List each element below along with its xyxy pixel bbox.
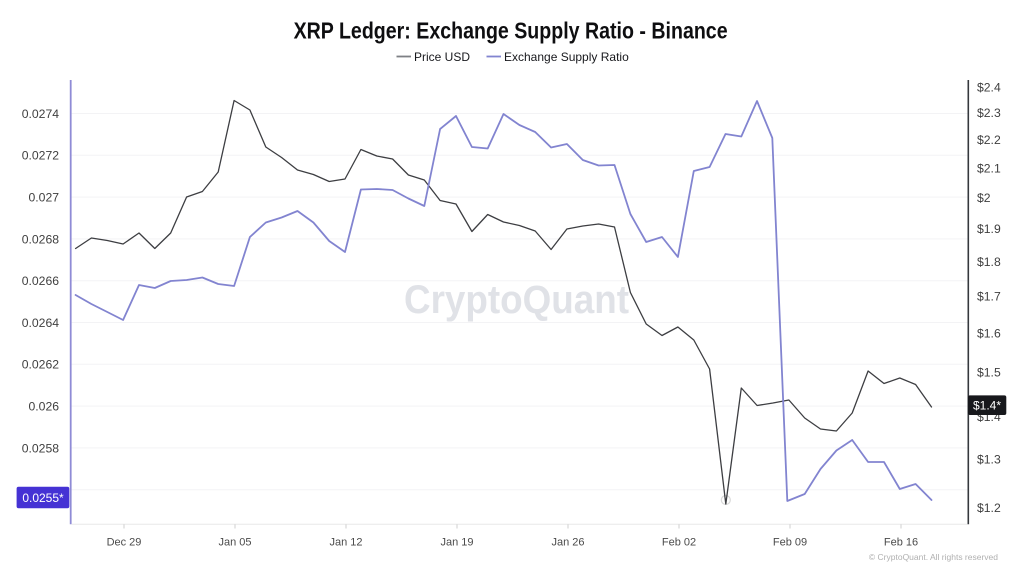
svg-text:0.0264: 0.0264 xyxy=(22,316,59,330)
svg-text:$2.2: $2.2 xyxy=(977,133,1001,147)
svg-text:Jan 26: Jan 26 xyxy=(551,537,584,549)
svg-text:0.0262: 0.0262 xyxy=(22,358,59,372)
svg-text:XRP Ledger: Exchange Supply Ra: XRP Ledger: Exchange Supply Ratio - Bina… xyxy=(294,18,728,44)
svg-text:0.0258: 0.0258 xyxy=(22,441,59,455)
svg-text:Dec 29: Dec 29 xyxy=(107,537,142,549)
svg-text:$2.1: $2.1 xyxy=(977,161,1001,175)
svg-text:Jan 19: Jan 19 xyxy=(440,537,473,549)
svg-text:$1.2: $1.2 xyxy=(977,501,1001,515)
svg-text:$1.9: $1.9 xyxy=(977,222,1001,236)
svg-text:$2.3: $2.3 xyxy=(977,106,1001,120)
svg-text:0.0268: 0.0268 xyxy=(22,232,59,246)
svg-text:$1.3: $1.3 xyxy=(977,452,1001,466)
svg-text:0.0255*: 0.0255* xyxy=(22,491,64,505)
svg-text:Exchange Supply Ratio: Exchange Supply Ratio xyxy=(504,50,629,64)
svg-text:0.027: 0.027 xyxy=(29,191,60,205)
svg-text:Price USD: Price USD xyxy=(414,50,470,64)
svg-text:$2: $2 xyxy=(977,191,991,205)
svg-text:Feb 16: Feb 16 xyxy=(884,537,918,549)
svg-text:Feb 02: Feb 02 xyxy=(662,537,696,549)
svg-text:0.0266: 0.0266 xyxy=(22,274,59,288)
svg-text:0.0272: 0.0272 xyxy=(22,149,59,163)
svg-text:$1.8: $1.8 xyxy=(977,255,1001,269)
svg-text:0.0274: 0.0274 xyxy=(22,107,59,121)
svg-text:$1.4*: $1.4* xyxy=(973,399,1001,413)
svg-text:$1.5: $1.5 xyxy=(977,366,1001,380)
svg-text:© CryptoQuant. All rights rese: © CryptoQuant. All rights reserved xyxy=(869,552,998,562)
svg-text:0.026: 0.026 xyxy=(29,400,60,414)
svg-text:Jan 05: Jan 05 xyxy=(218,537,251,549)
svg-text:Jan 12: Jan 12 xyxy=(329,537,362,549)
svg-text:$1.7: $1.7 xyxy=(977,290,1001,304)
svg-text:$2.4: $2.4 xyxy=(977,80,1001,94)
svg-text:CryptoQuant: CryptoQuant xyxy=(404,278,629,322)
svg-text:Feb 09: Feb 09 xyxy=(773,537,807,549)
svg-text:$1.6: $1.6 xyxy=(977,326,1001,340)
